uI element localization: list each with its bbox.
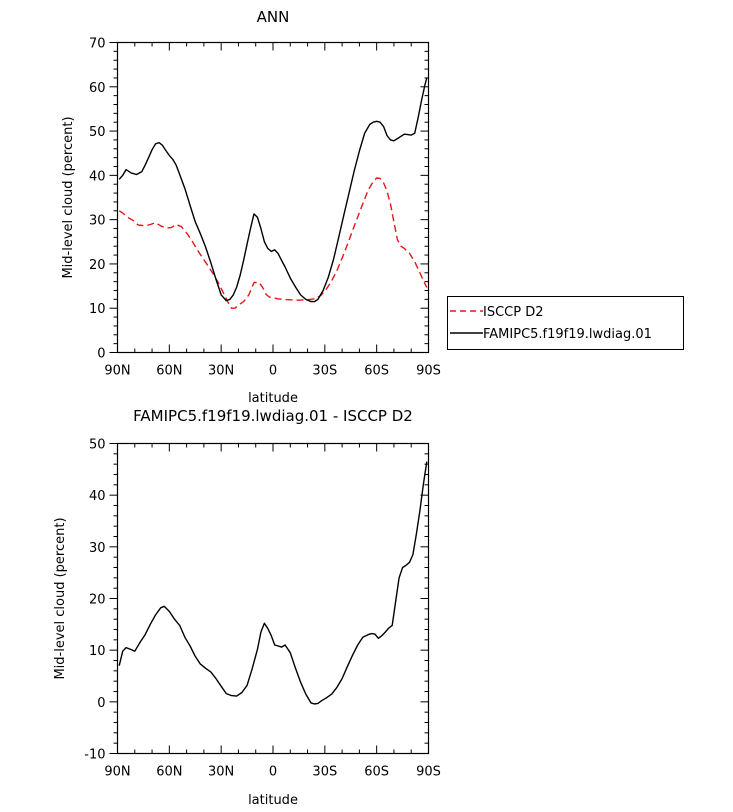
y-tick-label: 10 bbox=[89, 644, 106, 659]
legend-label-famipc5: FAMIPC5.f19f19.lwdiag.01 bbox=[483, 327, 652, 342]
bottom-axis-ticks: 90N 60N 30N 0 30S 60S 90S -10 0 10 20 30 40 50 bbox=[84, 438, 441, 780]
bottom-plot-frame bbox=[116, 442, 430, 755]
y-tick-label: 20 bbox=[89, 593, 106, 608]
x-tick-label: 90S bbox=[416, 364, 441, 379]
x-tick-label: 60S bbox=[364, 765, 389, 780]
top-plot-frame bbox=[116, 41, 430, 354]
bottom-panel: FAMIPC5.f19f19.lwdiag.01 - ISCCP D2 90N 6… bbox=[53, 407, 441, 808]
x-tick-label: 60S bbox=[364, 364, 389, 379]
y-tick-label: 60 bbox=[89, 81, 106, 96]
x-tick-label: 90S bbox=[416, 765, 441, 780]
x-tick-label: 90N bbox=[104, 364, 130, 379]
series-line-famipc5 bbox=[118, 77, 428, 303]
x-tick-label: 30N bbox=[208, 364, 234, 379]
y-tick-label: 70 bbox=[89, 37, 106, 52]
legend: ISCCP D2 FAMIPC5.f19f19.lwdiag.01 bbox=[447, 296, 684, 350]
y-tick-label: 50 bbox=[89, 438, 106, 453]
bottom-y-axis-label: Mid-level cloud (percent) bbox=[53, 517, 68, 679]
y-tick-label: -10 bbox=[84, 748, 105, 763]
y-tick-label: 40 bbox=[89, 169, 106, 184]
top-series-lines bbox=[118, 77, 428, 309]
x-tick-label: 0 bbox=[269, 364, 277, 379]
x-tick-label: 60N bbox=[156, 364, 182, 379]
top-axis-ticks: 90N 60N 30N 0 30S 60S 90S 0 10 20 30 40 50 60 70 bbox=[89, 37, 441, 379]
y-tick-label: 30 bbox=[89, 214, 106, 229]
top-panel: ANN 90N 60N 30N 0 30S 60S 90S 0 10 20 30 40 50 60 70 l… bbox=[61, 8, 441, 406]
y-tick-label: 50 bbox=[89, 125, 106, 140]
x-tick-label: 30S bbox=[312, 765, 337, 780]
top-chart-title: ANN bbox=[257, 8, 290, 26]
bottom-x-axis-label: latitude bbox=[248, 793, 298, 808]
y-tick-label: 10 bbox=[89, 302, 106, 317]
x-tick-label: 60N bbox=[156, 765, 182, 780]
y-tick-label: 40 bbox=[89, 489, 106, 504]
x-tick-label: 90N bbox=[104, 765, 130, 780]
x-tick-label: 0 bbox=[269, 765, 277, 780]
legend-label-isccp: ISCCP D2 bbox=[483, 305, 544, 320]
bottom-chart-title: FAMIPC5.f19f19.lwdiag.01 - ISCCP D2 bbox=[133, 407, 413, 425]
y-tick-label: 0 bbox=[97, 347, 105, 362]
y-tick-label: 0 bbox=[97, 696, 105, 711]
series-line-isccp bbox=[118, 177, 428, 309]
x-tick-label: 30S bbox=[312, 364, 337, 379]
legend-box bbox=[447, 296, 684, 350]
top-x-axis-label: latitude bbox=[248, 391, 298, 406]
bottom-series-lines bbox=[118, 461, 428, 705]
x-tick-label: 30N bbox=[208, 765, 234, 780]
y-tick-label: 20 bbox=[89, 258, 106, 273]
series-line-difference bbox=[118, 461, 428, 705]
top-y-axis-label: Mid-level cloud (percent) bbox=[61, 116, 76, 278]
y-tick-label: 30 bbox=[89, 541, 106, 556]
